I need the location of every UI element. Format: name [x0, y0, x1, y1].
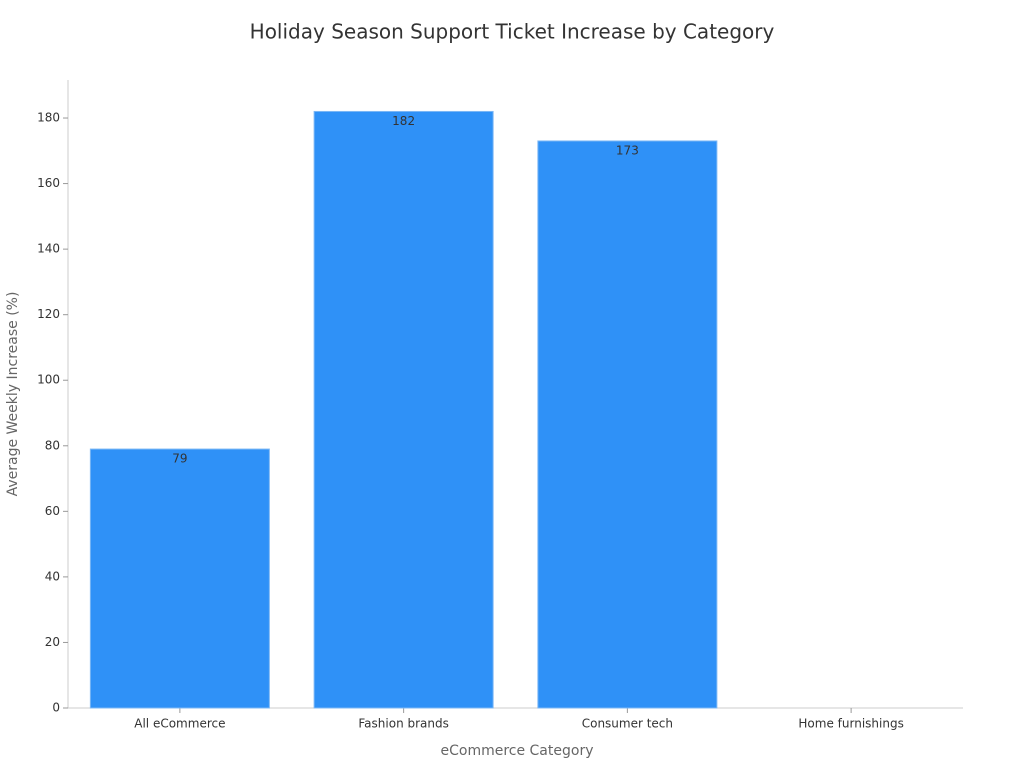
y-tick-label: 40 [45, 569, 60, 583]
y-tick-label: 0 [52, 701, 60, 715]
y-axis-title: Average Weekly Increase (%) [5, 292, 21, 497]
chart-title: Holiday Season Support Ticket Increase b… [250, 20, 775, 44]
x-tick-label: Fashion brands [358, 717, 449, 731]
y-tick-label: 100 [37, 373, 60, 387]
y-tick-label: 120 [37, 307, 60, 321]
y-tick-label: 20 [45, 635, 60, 649]
x-axis-title: eCommerce Category [440, 743, 593, 759]
y-tick-label: 180 [37, 111, 60, 125]
y-tick-label: 140 [37, 242, 60, 256]
x-tick-label: All eCommerce [134, 717, 225, 731]
value-label: 182 [392, 114, 415, 128]
value-label: 79 [172, 452, 187, 466]
bar [89, 448, 270, 709]
y-tick-label: 160 [37, 176, 60, 190]
x-tick-label: Consumer tech [582, 717, 673, 731]
y-tick-label: 80 [45, 438, 60, 452]
bar [313, 110, 494, 709]
bar [537, 140, 718, 709]
value-label: 173 [616, 143, 639, 157]
y-tick-label: 60 [45, 504, 60, 518]
x-tick-label: Home furnishings [798, 717, 903, 731]
